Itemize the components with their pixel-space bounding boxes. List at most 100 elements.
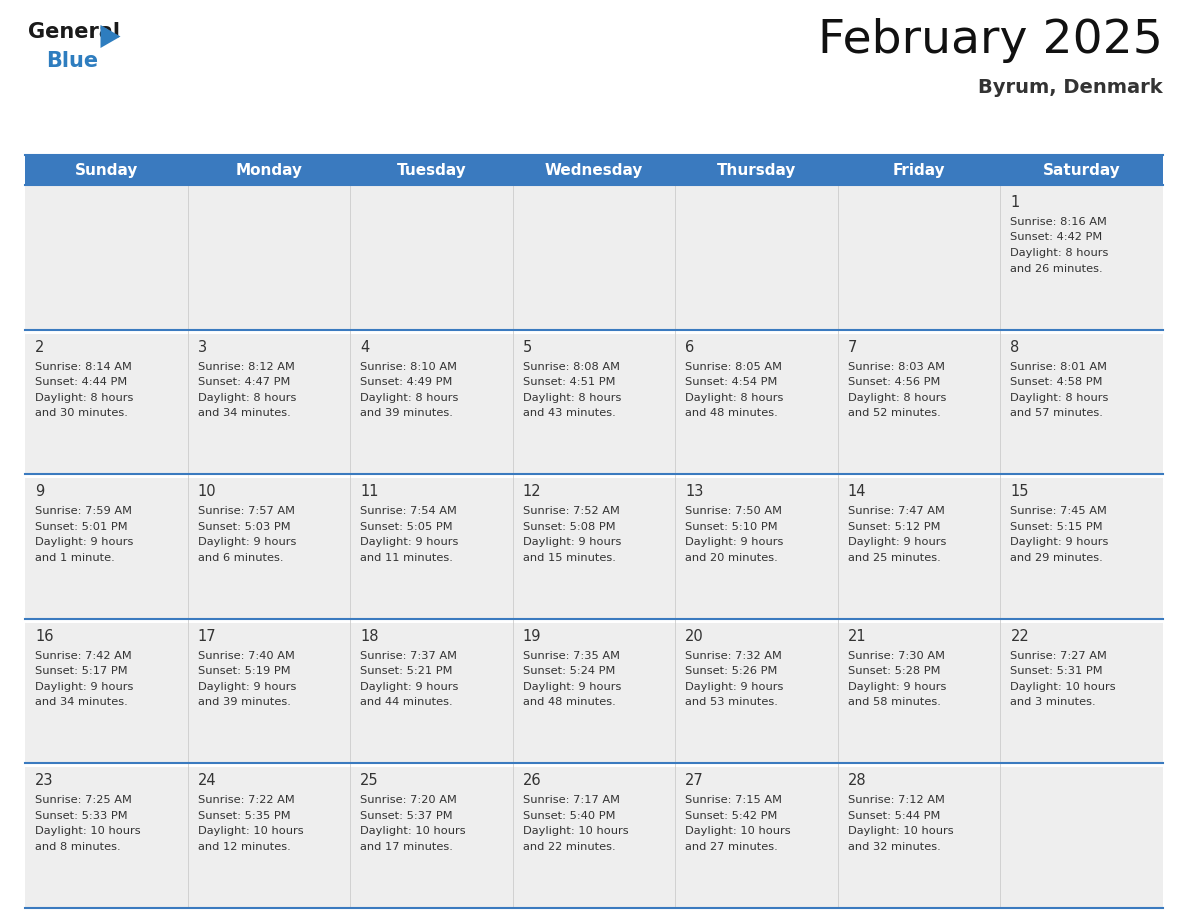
Text: Sunset: 5:15 PM: Sunset: 5:15 PM bbox=[1011, 521, 1102, 532]
Text: 1: 1 bbox=[1011, 195, 1019, 210]
Bar bbox=[25, 330, 1163, 475]
Text: Daylight: 10 hours: Daylight: 10 hours bbox=[848, 826, 954, 836]
Text: 20: 20 bbox=[685, 629, 704, 644]
Text: and 6 minutes.: and 6 minutes. bbox=[197, 553, 283, 563]
Text: 18: 18 bbox=[360, 629, 379, 644]
Bar bbox=[25, 619, 1163, 764]
Text: Sunset: 4:42 PM: Sunset: 4:42 PM bbox=[1011, 232, 1102, 242]
Text: Sunset: 5:28 PM: Sunset: 5:28 PM bbox=[848, 666, 941, 677]
Text: 19: 19 bbox=[523, 629, 542, 644]
Text: and 39 minutes.: and 39 minutes. bbox=[197, 698, 290, 707]
Text: Sunset: 5:17 PM: Sunset: 5:17 PM bbox=[34, 666, 127, 677]
Text: and 30 minutes.: and 30 minutes. bbox=[34, 409, 128, 418]
Text: Sunset: 4:56 PM: Sunset: 4:56 PM bbox=[848, 377, 940, 387]
Text: Sunset: 5:33 PM: Sunset: 5:33 PM bbox=[34, 811, 127, 821]
Text: Sunset: 5:10 PM: Sunset: 5:10 PM bbox=[685, 521, 778, 532]
Text: Saturday: Saturday bbox=[1043, 162, 1120, 177]
Text: Sunrise: 7:35 AM: Sunrise: 7:35 AM bbox=[523, 651, 620, 661]
Text: Sunrise: 7:30 AM: Sunrise: 7:30 AM bbox=[848, 651, 944, 661]
Text: Sunset: 5:08 PM: Sunset: 5:08 PM bbox=[523, 521, 615, 532]
Text: 23: 23 bbox=[34, 773, 53, 789]
Text: Daylight: 10 hours: Daylight: 10 hours bbox=[1011, 682, 1116, 692]
Text: Daylight: 8 hours: Daylight: 8 hours bbox=[685, 393, 784, 403]
Text: 25: 25 bbox=[360, 773, 379, 789]
Text: Sunrise: 7:59 AM: Sunrise: 7:59 AM bbox=[34, 506, 132, 516]
Text: 15: 15 bbox=[1011, 484, 1029, 499]
Text: Daylight: 8 hours: Daylight: 8 hours bbox=[1011, 248, 1108, 258]
Text: Daylight: 10 hours: Daylight: 10 hours bbox=[685, 826, 791, 836]
Text: and 44 minutes.: and 44 minutes. bbox=[360, 698, 453, 707]
Text: 27: 27 bbox=[685, 773, 704, 789]
Text: Daylight: 8 hours: Daylight: 8 hours bbox=[360, 393, 459, 403]
Text: and 48 minutes.: and 48 minutes. bbox=[523, 698, 615, 707]
Text: and 12 minutes.: and 12 minutes. bbox=[197, 842, 290, 852]
Text: and 17 minutes.: and 17 minutes. bbox=[360, 842, 453, 852]
Text: Daylight: 9 hours: Daylight: 9 hours bbox=[848, 682, 946, 692]
Text: Daylight: 8 hours: Daylight: 8 hours bbox=[197, 393, 296, 403]
Text: Daylight: 8 hours: Daylight: 8 hours bbox=[848, 393, 946, 403]
Text: Sunrise: 8:16 AM: Sunrise: 8:16 AM bbox=[1011, 217, 1107, 227]
Text: Sunset: 4:58 PM: Sunset: 4:58 PM bbox=[1011, 377, 1102, 387]
Text: Thursday: Thursday bbox=[716, 162, 796, 177]
Text: Sunrise: 8:10 AM: Sunrise: 8:10 AM bbox=[360, 362, 457, 372]
Text: and 11 minutes.: and 11 minutes. bbox=[360, 553, 453, 563]
Text: Blue: Blue bbox=[46, 50, 99, 71]
Text: Sunrise: 7:25 AM: Sunrise: 7:25 AM bbox=[34, 795, 132, 805]
Text: 11: 11 bbox=[360, 484, 379, 499]
Bar bbox=[25, 475, 1163, 478]
Text: Sunset: 5:31 PM: Sunset: 5:31 PM bbox=[1011, 666, 1102, 677]
Text: Daylight: 9 hours: Daylight: 9 hours bbox=[523, 682, 621, 692]
Text: 5: 5 bbox=[523, 340, 532, 354]
Text: and 27 minutes.: and 27 minutes. bbox=[685, 842, 778, 852]
Text: Daylight: 9 hours: Daylight: 9 hours bbox=[1011, 537, 1108, 547]
Text: Sunrise: 7:22 AM: Sunrise: 7:22 AM bbox=[197, 795, 295, 805]
Text: Sunset: 5:19 PM: Sunset: 5:19 PM bbox=[197, 666, 290, 677]
Text: Sunrise: 8:12 AM: Sunrise: 8:12 AM bbox=[197, 362, 295, 372]
Text: Sunset: 5:26 PM: Sunset: 5:26 PM bbox=[685, 666, 778, 677]
Text: and 32 minutes.: and 32 minutes. bbox=[848, 842, 941, 852]
Text: and 48 minutes.: and 48 minutes. bbox=[685, 409, 778, 418]
Text: and 57 minutes.: and 57 minutes. bbox=[1011, 409, 1104, 418]
Text: 7: 7 bbox=[848, 340, 858, 354]
Text: 24: 24 bbox=[197, 773, 216, 789]
Text: Daylight: 8 hours: Daylight: 8 hours bbox=[34, 393, 133, 403]
Text: and 25 minutes.: and 25 minutes. bbox=[848, 553, 941, 563]
Text: Daylight: 9 hours: Daylight: 9 hours bbox=[360, 537, 459, 547]
Text: Sunrise: 7:37 AM: Sunrise: 7:37 AM bbox=[360, 651, 457, 661]
Text: Sunrise: 7:27 AM: Sunrise: 7:27 AM bbox=[1011, 651, 1107, 661]
Text: and 20 minutes.: and 20 minutes. bbox=[685, 553, 778, 563]
Text: 22: 22 bbox=[1011, 629, 1029, 644]
Text: and 8 minutes.: and 8 minutes. bbox=[34, 842, 121, 852]
Text: 10: 10 bbox=[197, 484, 216, 499]
Text: Sunset: 4:54 PM: Sunset: 4:54 PM bbox=[685, 377, 778, 387]
Text: Sunset: 5:21 PM: Sunset: 5:21 PM bbox=[360, 666, 453, 677]
Text: Sunset: 5:37 PM: Sunset: 5:37 PM bbox=[360, 811, 453, 821]
Text: Sunrise: 7:45 AM: Sunrise: 7:45 AM bbox=[1011, 506, 1107, 516]
Text: Sunrise: 7:12 AM: Sunrise: 7:12 AM bbox=[848, 795, 944, 805]
Text: Daylight: 10 hours: Daylight: 10 hours bbox=[197, 826, 303, 836]
Text: Daylight: 9 hours: Daylight: 9 hours bbox=[685, 682, 784, 692]
Text: Sunrise: 7:52 AM: Sunrise: 7:52 AM bbox=[523, 506, 620, 516]
Text: 12: 12 bbox=[523, 484, 542, 499]
Text: Sunset: 5:12 PM: Sunset: 5:12 PM bbox=[848, 521, 941, 532]
Bar bbox=[25, 475, 1163, 619]
Text: Daylight: 9 hours: Daylight: 9 hours bbox=[197, 682, 296, 692]
Text: Sunrise: 7:47 AM: Sunrise: 7:47 AM bbox=[848, 506, 944, 516]
Text: Sunset: 4:44 PM: Sunset: 4:44 PM bbox=[34, 377, 127, 387]
Text: Daylight: 9 hours: Daylight: 9 hours bbox=[197, 537, 296, 547]
Text: Friday: Friday bbox=[893, 162, 946, 177]
Text: Sunrise: 8:01 AM: Sunrise: 8:01 AM bbox=[1011, 362, 1107, 372]
Text: Sunset: 5:35 PM: Sunset: 5:35 PM bbox=[197, 811, 290, 821]
Text: and 3 minutes.: and 3 minutes. bbox=[1011, 698, 1097, 707]
Text: 2: 2 bbox=[34, 340, 44, 354]
Text: Daylight: 9 hours: Daylight: 9 hours bbox=[34, 537, 133, 547]
Text: Sunrise: 8:03 AM: Sunrise: 8:03 AM bbox=[848, 362, 944, 372]
Text: Monday: Monday bbox=[235, 162, 303, 177]
Text: Sunrise: 8:14 AM: Sunrise: 8:14 AM bbox=[34, 362, 132, 372]
Text: Sunset: 5:42 PM: Sunset: 5:42 PM bbox=[685, 811, 778, 821]
Text: Sunset: 4:51 PM: Sunset: 4:51 PM bbox=[523, 377, 615, 387]
Bar bbox=[25, 619, 1163, 622]
Text: Sunrise: 7:57 AM: Sunrise: 7:57 AM bbox=[197, 506, 295, 516]
Text: Sunset: 5:24 PM: Sunset: 5:24 PM bbox=[523, 666, 615, 677]
Text: and 29 minutes.: and 29 minutes. bbox=[1011, 553, 1104, 563]
